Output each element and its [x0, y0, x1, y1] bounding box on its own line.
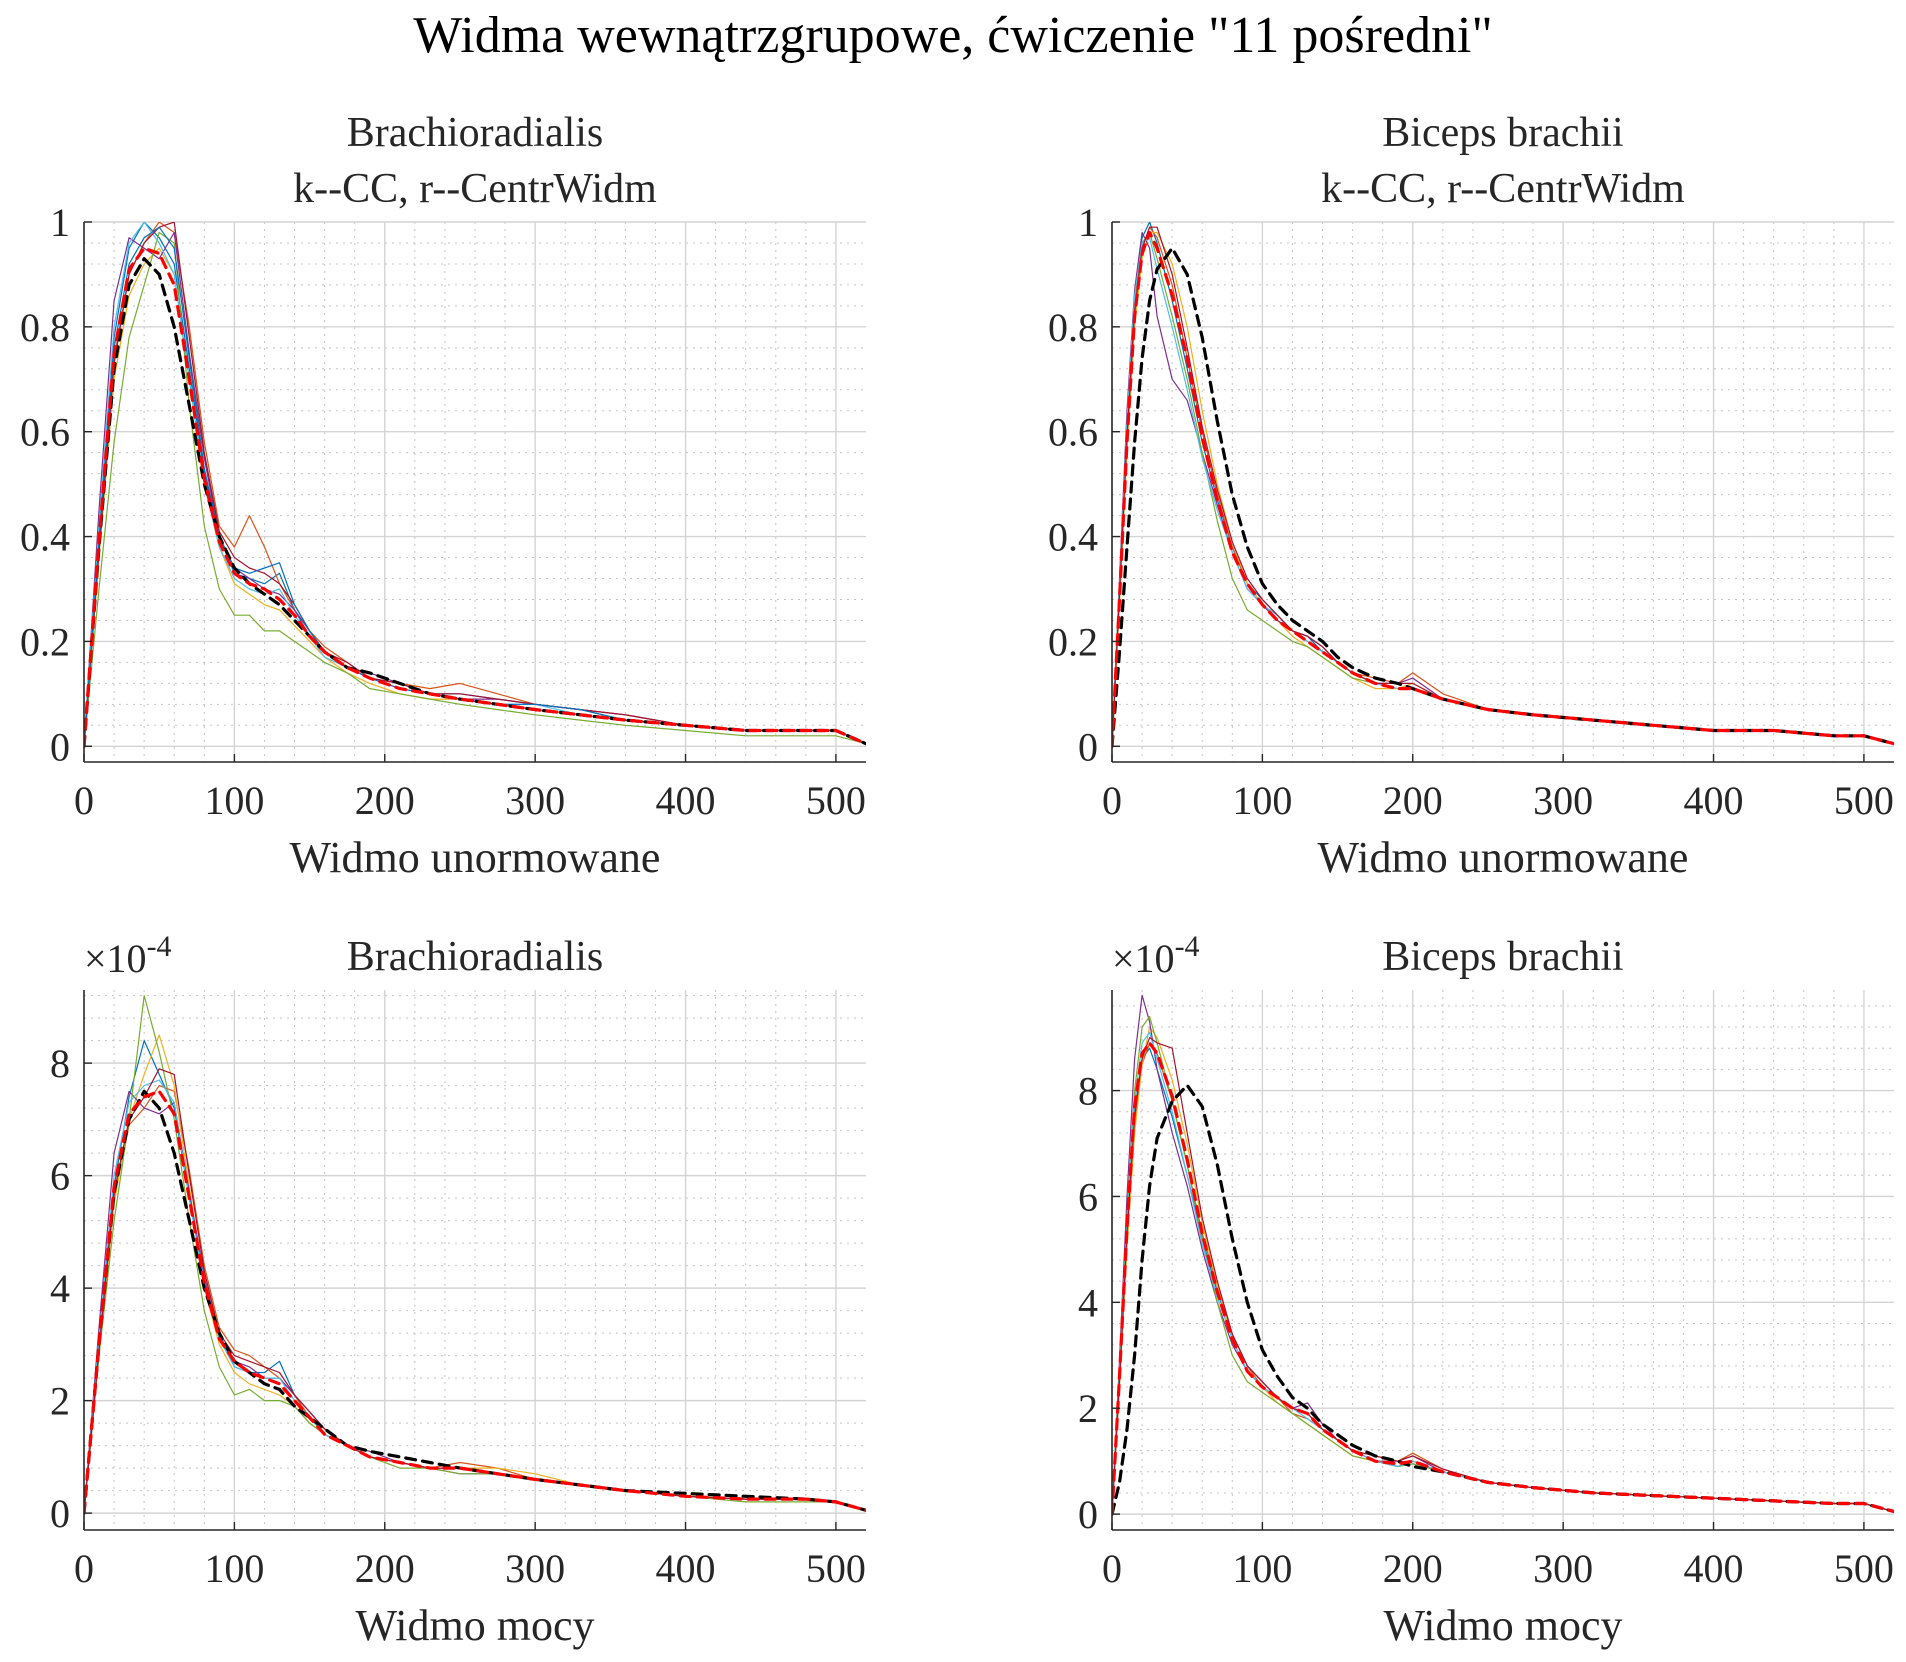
- series-line-trial-7: [84, 226, 866, 747]
- subplot-title: Brachioradialis: [347, 934, 604, 980]
- y-tick-label: 0.2: [20, 619, 70, 664]
- series-line-trial-4: [84, 231, 866, 747]
- y-tick-label: 6: [50, 1154, 70, 1199]
- y-exponent-label: ×10-4: [1112, 930, 1200, 981]
- x-tick-label: 400: [1684, 778, 1744, 823]
- y-tick-label: 0: [50, 724, 70, 769]
- y-tick-label: 0.6: [20, 410, 70, 455]
- figure-title: Widma wewnątrzgrupowe, ćwiczenie "11 poś…: [413, 7, 1493, 64]
- x-axis-label: Widmo mocy: [356, 1601, 595, 1650]
- x-tick-label: 100: [1232, 778, 1292, 823]
- series-group: [1112, 994, 1894, 1516]
- series-line-trial-0: [84, 1039, 866, 1514]
- x-tick-label: 500: [806, 778, 866, 823]
- x-axis-label: Widmo unormowane: [1318, 833, 1689, 882]
- subplot-title: Biceps brachii: [1382, 934, 1623, 980]
- series-group: [84, 994, 866, 1515]
- series-line-trial-3: [1112, 994, 1894, 1515]
- subplot-title: k--CC, r--CentrWidm: [1321, 166, 1685, 212]
- series-line-mean-centrwidm-9: [84, 246, 866, 748]
- y-tick-label: 6: [1078, 1174, 1098, 1219]
- subplot-bottom-right: 0 100 200 300 400 500 0 2 4 6 8 ×10-4 Biceps brachii…: [1078, 930, 1894, 1650]
- subplot-top-right: 0 100 200 300 400 500 0 0.2 0.4 0.6 0.8 1 Biceps bra…: [1048, 110, 1894, 882]
- y-tick-label: 0.2: [1048, 619, 1098, 664]
- minor-grid: [1112, 990, 1894, 1530]
- x-axis-label: Widmo mocy: [1384, 1601, 1623, 1650]
- y-tick-label: 1: [1078, 200, 1098, 245]
- major-grid: [84, 221, 866, 762]
- series-line-mean-centrwidm-8: [84, 1089, 866, 1515]
- y-tick-label: 1: [50, 200, 70, 245]
- y-tick-label: 0.6: [1048, 410, 1098, 455]
- y-tick-label: 0.4: [20, 515, 70, 560]
- x-tick-label: 500: [1834, 1546, 1894, 1591]
- x-tick-label: 0: [1102, 1546, 1122, 1591]
- x-axis-label: Widmo unormowane: [290, 833, 661, 882]
- y-tick-label: 4: [50, 1266, 70, 1311]
- x-tick-label: 100: [204, 1546, 264, 1591]
- minor-grid: [84, 990, 866, 1530]
- x-tick-label: 100: [204, 778, 264, 823]
- y-tick-label: 2: [1078, 1386, 1098, 1431]
- minor-grid: [84, 222, 866, 762]
- x-tick-label: 0: [74, 778, 94, 823]
- y-tick-label: 8: [50, 1041, 70, 1086]
- major-grid: [84, 990, 866, 1530]
- y-tick-label: 0.4: [1048, 515, 1098, 560]
- x-tick-label: 0: [1102, 778, 1122, 823]
- major-grid: [1112, 221, 1894, 762]
- x-tick-label: 400: [656, 778, 716, 823]
- series-line-mean-cc-7: [84, 1089, 866, 1515]
- series-line-mean-centrwidm-8: [1112, 1041, 1894, 1516]
- series-group: [1112, 222, 1894, 748]
- major-grid: [1112, 990, 1894, 1530]
- subplot-bottom-left: 0 100 200 300 400 500 0 2 4 6 8 ×10-4 Brachioradiali…: [50, 930, 866, 1650]
- minor-grid: [1112, 222, 1894, 762]
- x-tick-label: 300: [505, 1546, 565, 1591]
- subplot-title: Brachioradialis: [347, 110, 604, 156]
- x-tick-label: 400: [656, 1546, 716, 1591]
- x-tick-label: 200: [1383, 778, 1443, 823]
- y-tick-label: 0: [1078, 1492, 1098, 1537]
- y-tick-label: 2: [50, 1379, 70, 1424]
- subplot-top-left: 0 100 200 300 400 500 0 0.2 0.4 0.6 0.8 1 Brachiorad…: [20, 110, 866, 882]
- y-tick-label: 8: [1078, 1069, 1098, 1114]
- y-tick-label: 0.8: [1048, 305, 1098, 350]
- y-tick-label: 0: [50, 1491, 70, 1536]
- x-tick-label: 300: [505, 778, 565, 823]
- series-line-trial-0: [1112, 1047, 1894, 1515]
- x-tick-label: 300: [1533, 1546, 1593, 1591]
- y-exponent-label: ×10-4: [84, 930, 172, 981]
- x-tick-label: 100: [1232, 1546, 1292, 1591]
- series-line-mean-cc-7: [1112, 1083, 1894, 1516]
- subplot-title: Biceps brachii: [1382, 110, 1623, 156]
- y-tick-label: 4: [1078, 1280, 1098, 1325]
- subplot-title: k--CC, r--CentrWidm: [293, 166, 657, 212]
- y-tick-label: 0.8: [20, 305, 70, 350]
- series-line-mean-centrwidm-8: [1112, 230, 1894, 748]
- x-tick-label: 200: [355, 778, 415, 823]
- x-tick-label: 200: [355, 1546, 415, 1591]
- x-tick-label: 400: [1684, 1546, 1744, 1591]
- series-line-trial-3: [84, 1090, 866, 1514]
- y-tick-label: 0: [1078, 724, 1098, 769]
- series-group: [84, 222, 866, 748]
- x-tick-label: 200: [1383, 1546, 1443, 1591]
- x-tick-label: 0: [74, 1546, 94, 1591]
- x-tick-label: 500: [806, 1546, 866, 1591]
- x-tick-label: 300: [1533, 778, 1593, 823]
- x-tick-label: 500: [1834, 778, 1894, 823]
- series-line-trial-5: [1112, 1031, 1894, 1515]
